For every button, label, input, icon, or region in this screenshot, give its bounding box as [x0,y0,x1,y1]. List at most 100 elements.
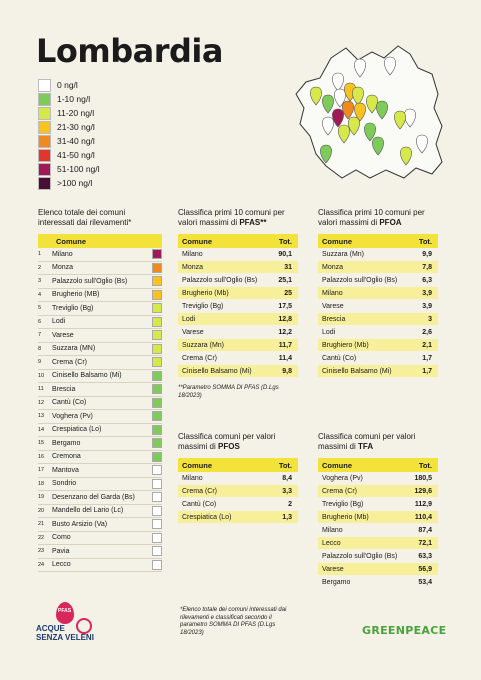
pfoa-title: Classifica primi 10 comuni per valori ma… [318,208,425,227]
table-cell-total: 25 [284,289,292,297]
table-cell-comune: Lecco [322,539,341,547]
table-cell-total: 12,8 [278,315,292,323]
pfas-title-bold: PFAS** [239,218,267,227]
map-pin-icon [310,86,322,106]
table-cell-total: 53,4 [418,578,432,586]
table-row: Brugherio (Mb) 25 [178,287,298,300]
list-item-number: 11 [38,386,44,393]
list-item-name: Suzzara (MN) [52,345,96,353]
list-item-swatch [152,262,162,273]
list-item-number: 24 [38,561,45,568]
table-cell-total: 2,1 [422,341,432,349]
table-row: Milano 87,4 [318,524,438,537]
table-cell-total: 11,7 [278,341,292,349]
list-item: 19 Desenzano del Garda (Bs) [38,491,162,505]
table-row: Crema (Cr) 11,4 [178,352,298,365]
map-pin-icon [332,108,344,128]
table-cell-total: 9,8 [282,367,292,375]
pfos-title: Classifica comuni per valori massimi di [178,432,276,451]
table-cell-total: 3,3 [282,487,292,495]
table-cell-total: 25,1 [278,276,292,284]
list-item-number: 8 [38,345,42,352]
drop-icon [56,602,74,624]
table-cell-total: 112,9 [414,500,432,508]
table-cell-comune: Lodi [182,315,196,323]
list-item-swatch [152,357,162,368]
tfa-title: Classifica comuni per valori massimi di [318,432,416,451]
list-item-number: 23 [38,548,45,555]
list-item: 15 Bergamo [38,437,162,451]
map-pin-icon [376,100,388,120]
table-row: Varese 56,9 [318,563,438,576]
greenpeace-logo: GREENPEACE [362,624,447,637]
list-item-name: Varese [52,331,74,339]
list-item-name: Sondrio [52,480,77,488]
list-item-number: 20 [38,507,45,514]
list-item-name: Monza [52,264,74,272]
table-cell-total: 110,4 [414,513,432,521]
table-row: Cinisello Balsamo (Mi) 1,7 [318,365,438,378]
list-item-number: 13 [38,413,45,420]
list-item-number: 14 [38,426,45,433]
list-item-name: Cremona [52,453,81,461]
legend-label: 21-30 ng/l [57,122,95,132]
region-outline [295,45,443,179]
list-item: 20 Mandello del Lario (Lc) [38,505,162,518]
map-pin-icon [332,72,344,92]
list-item-number: 22 [38,534,45,541]
list-item: 10 Cinisello Balsamo (Mi) [38,370,162,383]
list-item: 14 Crespiatica (Lo) [38,424,162,437]
table-cell-total: 7,8 [422,263,432,271]
table-cell-comune: Suzzara (Mn) [322,250,365,258]
table-cell-comune: Crema (Cr) [322,487,357,495]
list-item-name: Treviglio (Bg) [52,304,94,312]
table-cell-comune: Milano [182,474,203,482]
pfos-title-bold: PFOS [218,442,240,451]
table-row: Lecco 72,1 [318,537,438,550]
list-item-swatch [152,492,162,503]
table-row: Monza 7,8 [318,261,438,274]
table-cell-comune: Crema (Cr) [182,487,217,495]
all-comuni-list: Elenco totale dei comuni interessati dai… [38,208,162,572]
table-row: Brescia 3 [318,313,438,326]
map-pin-icon [364,122,376,142]
table-row: Milano 90,1 [178,248,298,261]
table-cell-total: 63,3 [418,552,432,560]
table-row: Cinisello Balsamo (Mi) 9,8 [178,365,298,378]
table-row: Palazzolo sull'Oglio (Bs) 63,3 [318,550,438,563]
list-item: 11 Brescia [38,383,162,397]
table-cell-total: 90,1 [278,250,292,258]
table-row: Crema (Cr) 3,3 [178,485,298,498]
pfas-title: Classifica primi 10 comuni per valori ma… [178,208,285,227]
list-item-name: Lecco [52,561,71,569]
map-pin-icon [320,144,332,164]
table-row: Palazzolo sull'Oglio (Bs) 25,1 [178,274,298,287]
legend-item: 0 ng/l [38,78,100,92]
table-cell-total: 17,5 [278,302,292,310]
list-item-name: Bergamo [52,439,81,447]
list-item-name: Mantova [52,466,79,474]
table-cell-comune: Varese [322,302,344,310]
legend-swatch [38,148,51,162]
map-pin-icon [348,116,360,136]
legend-item: 1-10 ng/l [38,92,100,106]
table-cell-comune: Lodi [322,328,336,336]
table-cell-total: 12,2 [278,328,292,336]
table-cell-comune: Monza [322,263,344,271]
table-row: Voghera (Pv) 180,5 [318,472,438,485]
tfa-title-bold: TFA [358,442,374,451]
table-cell-total: 180,5 [414,474,432,482]
legend-swatch [38,92,51,106]
table-cell-total: 31 [284,263,292,271]
list-item-name: Voghera (Pv) [52,412,93,420]
legend-item: 11-20 ng/l [38,106,100,120]
table-cell-total: 6,3 [422,276,432,284]
list-item: 8 Suzzara (MN) [38,343,162,356]
pfas-header: Comune Tot. [178,234,298,248]
list-item: 5 Treviglio (Bg) [38,302,162,316]
legend-item: 51-100 ng/l [38,162,100,176]
list-item: 23 Pavia [38,545,162,559]
list-item: 13 Voghera (Pv) [38,410,162,424]
color-legend: 0 ng/l 1-10 ng/l 11-20 ng/l 21-30 ng/l 31-40… [38,78,100,190]
table-row: Suzzara (Mn) 11,7 [178,339,298,352]
